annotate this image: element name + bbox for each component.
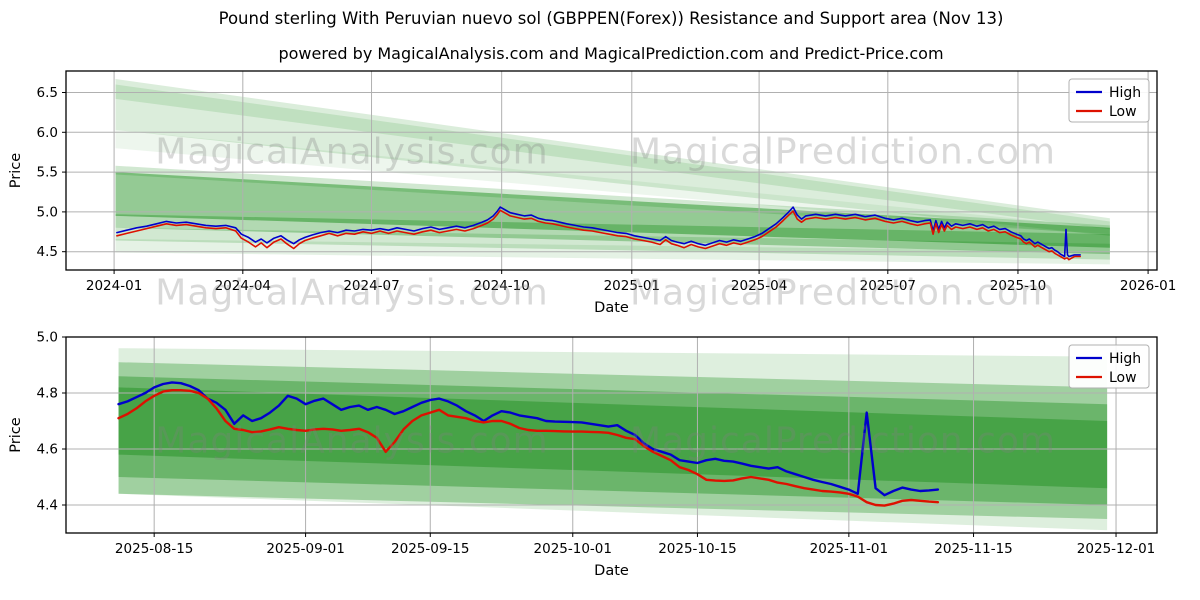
full-history-chart: 2024-01 2024-04 2024-07 2024-10 2025-01 2025-… [8,70,1176,316]
x-tick-label: 2025-11-01 [810,541,888,557]
high-line [116,206,1081,258]
x-tick-label: 2024-07 [343,278,399,294]
x-tick-label: 2025-12-01 [1077,541,1155,557]
x-tick-label: 2025-10-01 [534,541,612,557]
y-tick-label: 5.0 [37,330,58,346]
x-tick-label: 2025-08-15 [115,541,193,557]
low-line [116,209,1081,261]
support-resistance-band [115,84,1110,230]
y-tick-label: 5.5 [37,165,58,181]
support-resistance-band [115,78,1110,236]
x-tick-label: 2025-04 [731,278,787,294]
legend-high-label: High [1109,85,1141,101]
recent-detail-chart: 2025-08-15 2025-09-01 2025-09-15 2025-10-01… [8,330,1158,579]
x-tick-label: 2024-01 [86,278,142,294]
chart-title: Pound sterling With Peruvian nuevo sol (… [218,9,1004,28]
plot-frame [65,336,1158,534]
y-tick-label: 4.5 [37,244,58,260]
legend-high-label: High [1109,351,1141,367]
y-axis-label: Price [8,153,24,188]
x-axis-label: Date [594,300,629,316]
y-axis-label: Price [8,417,24,452]
chart-subtitle: powered by MagicalAnalysis.com and Magic… [278,44,944,63]
support-resistance-band [115,165,1110,235]
plot-frame [65,70,1158,271]
x-tick-label: 2024-10 [473,278,529,294]
high-line [117,381,940,497]
y-tick-label: 5.0 [37,204,58,220]
support-resistance-band [115,172,1110,248]
y-tick-label: 6.0 [37,125,58,141]
low-line [117,389,940,507]
y-tick-label: 4.4 [37,498,58,514]
y-tick-label: 6.5 [37,85,58,101]
legend-low-label: Low [1109,370,1137,386]
x-axis-label: Date [594,563,629,579]
x-tick-label: 2026-01 [1120,278,1176,294]
support-resistance-band [115,129,1110,236]
y-tick-label: 4.6 [37,442,58,458]
x-tick-label: 2024-04 [215,278,271,294]
x-tick-label: 2025-01 [604,278,660,294]
x-tick-label: 2025-10 [990,278,1046,294]
x-tick-label: 2025-11-15 [934,541,1012,557]
x-tick-label: 2025-09-01 [266,541,344,557]
legend-low-label: Low [1109,104,1137,120]
y-tick-label: 4.8 [37,386,58,402]
x-tick-label: 2025-07 [860,278,916,294]
x-tick-label: 2025-10-15 [658,541,736,557]
x-tick-label: 2025-09-15 [391,541,469,557]
